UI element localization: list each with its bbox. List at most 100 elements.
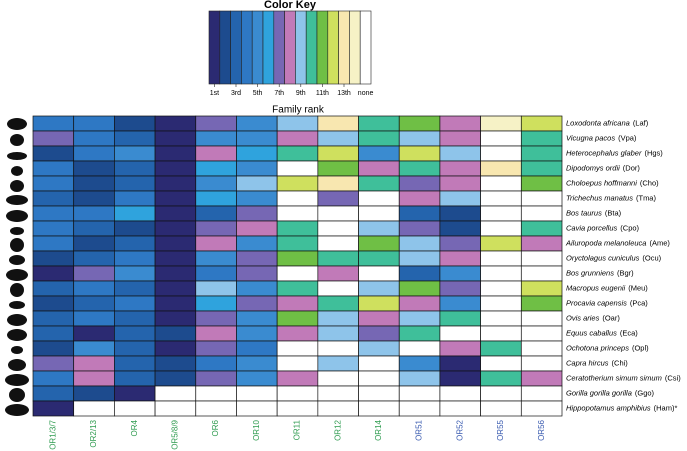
key-swatch (208, 10, 221, 85)
heatmap-cell (398, 220, 441, 237)
heatmap-cell (398, 250, 441, 267)
heatmap-cell (520, 205, 563, 222)
heatmap-cell (32, 310, 75, 327)
heatmap-cell (73, 175, 115, 192)
heatmap-cell (32, 190, 75, 207)
heatmap-cell (73, 340, 115, 357)
heatmap-cell (73, 355, 115, 372)
heatmap-cell (236, 250, 278, 267)
heatmap-cell (114, 385, 156, 402)
row-label: Macropus eugenii (Meu) (566, 283, 648, 292)
key-swatch (284, 10, 296, 85)
heatmap-cell (276, 325, 319, 342)
key-swatch (338, 10, 350, 85)
column-label: OR6 (211, 419, 220, 436)
species-name: Ovis aries (566, 313, 600, 322)
species-name: Ochotona princeps (566, 343, 629, 352)
animal-icon (5, 374, 29, 386)
heatmap-cell (317, 370, 359, 387)
heatmap-cell (480, 115, 522, 132)
heatmap-cell (317, 235, 359, 252)
column-label: OR1/3/7 (48, 419, 57, 449)
heatmap-cell (154, 265, 197, 282)
species-name: Procavia capensis (566, 298, 627, 307)
heatmap-cell (276, 280, 319, 297)
heatmap-cell (358, 145, 400, 162)
species-name: Oryctolagus cuniculus (566, 253, 640, 262)
heatmap-cell (236, 175, 278, 192)
heatmap-cell (520, 265, 563, 282)
heatmap-cell (154, 280, 197, 297)
heatmap-cell (317, 325, 359, 342)
heatmap-cell (520, 310, 563, 327)
key-swatch (359, 10, 372, 85)
heatmap-cell (32, 385, 75, 402)
heatmap-cell (32, 220, 75, 237)
heatmap-cell (236, 280, 278, 297)
animal-icon (6, 269, 28, 281)
heatmap-cell (317, 130, 359, 147)
species-name: Ailuropoda melanoleuca (565, 238, 646, 247)
species-name: Loxodonta africana (566, 118, 630, 127)
species-code: (Chi) (612, 358, 629, 367)
heatmap-cell (73, 235, 115, 252)
heatmap-cell (114, 310, 156, 327)
heatmap-cell (439, 370, 481, 387)
key-tick-label: none (358, 90, 374, 97)
key-swatch (273, 10, 285, 85)
heatmap-cell (439, 325, 481, 342)
heatmap-cell (32, 295, 75, 312)
key-swatch (230, 10, 242, 85)
heatmap-cell (398, 115, 441, 132)
heatmap-cell (276, 160, 319, 177)
heatmap-cell (358, 205, 400, 222)
animal-icon (7, 314, 27, 326)
heatmap-cell (236, 385, 278, 402)
heatmap-cell (32, 115, 75, 132)
heatmap-cell (480, 340, 522, 357)
heatmap-cell (73, 295, 115, 312)
heatmap-cell (114, 160, 156, 177)
heatmap-cell (236, 205, 278, 222)
heatmap-cell (114, 250, 156, 267)
key-tick-label: 1st (210, 90, 219, 97)
heatmap-cell (480, 355, 522, 372)
column-label: OR2/13 (89, 419, 98, 447)
heatmap-cell (317, 190, 359, 207)
animal-icon (9, 388, 25, 402)
heatmap-cell (195, 235, 237, 252)
animal-icon (6, 195, 28, 205)
heatmap-cell (317, 205, 359, 222)
heatmap-cell (358, 190, 400, 207)
heatmap-cell (480, 400, 522, 417)
heatmap-cell (520, 175, 563, 192)
heatmap-cell (317, 385, 359, 402)
heatmap-cell (358, 115, 400, 132)
heatmap-cell (114, 115, 156, 132)
row-label: Dipodomys ordii (Dor) (566, 163, 640, 172)
animal-icon (6, 210, 28, 222)
heatmap-cell (195, 190, 237, 207)
heatmap-cell (520, 385, 563, 402)
heatmap-cell (114, 175, 156, 192)
heatmap-cell (276, 265, 319, 282)
row-label: Procavia capensis (Pca) (566, 298, 648, 307)
heatmap-cell (195, 310, 237, 327)
heatmap-cell (317, 145, 359, 162)
heatmap-cell (154, 115, 197, 132)
heatmap-cell (480, 160, 522, 177)
heatmap-cell (520, 130, 563, 147)
heatmap-cell (276, 400, 319, 417)
heatmap-cell (32, 355, 75, 372)
heatmap-cell (439, 250, 481, 267)
heatmap-cell (317, 295, 359, 312)
heatmap-cell (480, 385, 522, 402)
species-name: Bos grunniens (566, 268, 614, 277)
row-label: Bos grunniens (Bgr) (566, 268, 634, 277)
row-label: Ochotona princeps (Opl) (566, 343, 649, 352)
heatmap-cell (520, 145, 563, 162)
heatmap-cell (32, 265, 75, 282)
row-label: Choloepus hoffmanni (Cho) (566, 178, 659, 187)
heatmap-title: Family rank (272, 105, 325, 116)
heatmap-cell (236, 355, 278, 372)
